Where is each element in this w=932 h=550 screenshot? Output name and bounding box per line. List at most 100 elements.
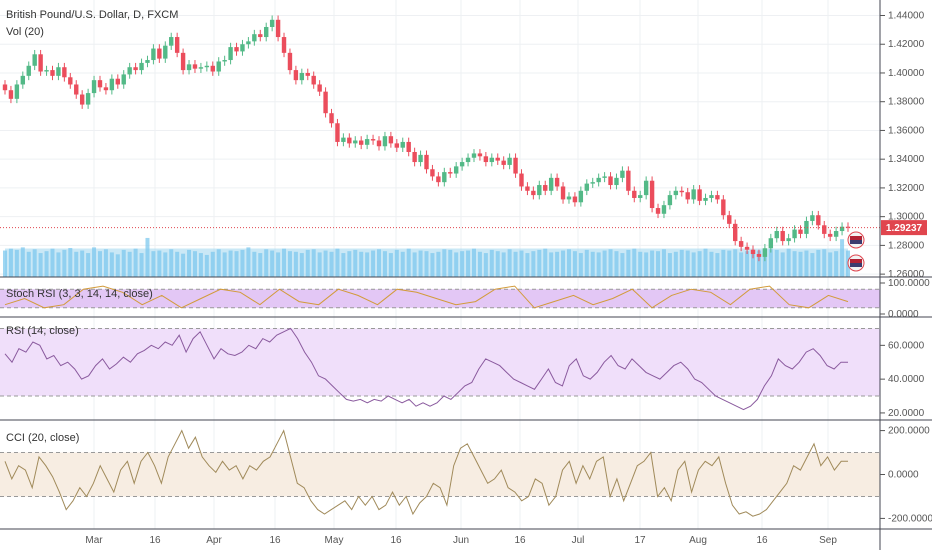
current-price-label: 1.29237 bbox=[886, 223, 923, 234]
candle-body bbox=[453, 166, 459, 174]
volume-bar bbox=[519, 250, 524, 277]
economic-event-flag-icon[interactable] bbox=[847, 254, 865, 272]
volume-bar bbox=[3, 250, 7, 277]
candle-body bbox=[543, 185, 548, 191]
volume-bar bbox=[632, 248, 637, 277]
volume-bar bbox=[804, 250, 809, 277]
candle-body bbox=[590, 182, 595, 184]
candle-body bbox=[163, 45, 168, 59]
candle-body bbox=[145, 60, 150, 63]
volume-bar bbox=[537, 249, 542, 277]
volume-bar bbox=[572, 251, 577, 277]
candle-body bbox=[353, 140, 358, 144]
rsi-pane bbox=[0, 327, 880, 411]
candle-body bbox=[8, 90, 14, 99]
candle-body bbox=[26, 65, 31, 76]
volume-bar bbox=[590, 251, 595, 277]
volume-bar bbox=[673, 251, 678, 277]
candle-body bbox=[234, 47, 239, 52]
volume-bar bbox=[768, 249, 773, 277]
volume-bar bbox=[656, 251, 661, 277]
volume-bar bbox=[703, 248, 708, 277]
volume-bar bbox=[74, 251, 79, 277]
volume-bar bbox=[792, 251, 797, 277]
candle-body bbox=[174, 37, 180, 53]
candle-body bbox=[507, 157, 512, 165]
volume-bar bbox=[394, 249, 399, 277]
volume-bar bbox=[365, 252, 370, 277]
candle-body bbox=[388, 136, 394, 144]
volume-bar bbox=[501, 252, 506, 277]
price-axis-label: 1.26000 bbox=[888, 269, 925, 280]
volume-bar bbox=[388, 253, 393, 277]
volume-bar bbox=[234, 251, 239, 277]
volume-bar bbox=[798, 251, 803, 277]
volume-bar bbox=[353, 249, 358, 277]
volume-bar bbox=[489, 249, 494, 277]
candle-body bbox=[44, 70, 49, 72]
volume-bar bbox=[151, 251, 156, 277]
candle-body bbox=[501, 160, 506, 165]
candle-body bbox=[329, 113, 334, 124]
volume-bar bbox=[276, 252, 281, 277]
volume-bar bbox=[299, 253, 304, 277]
volume-bar bbox=[109, 252, 114, 277]
candle-body bbox=[91, 80, 97, 94]
candle-body bbox=[269, 19, 275, 27]
candle-body bbox=[281, 37, 287, 53]
volume-bar bbox=[38, 253, 43, 277]
candle-body bbox=[97, 80, 103, 88]
volume-bar bbox=[495, 251, 500, 277]
price-axis-label: 1.40000 bbox=[888, 68, 925, 79]
candle-body bbox=[471, 153, 477, 158]
candle-body bbox=[531, 190, 536, 196]
volume-bar bbox=[513, 251, 518, 277]
candle-body bbox=[578, 190, 584, 203]
candle-body bbox=[424, 154, 429, 170]
candle-body bbox=[275, 19, 281, 38]
volume-bar bbox=[133, 248, 138, 277]
volume-bar bbox=[650, 250, 655, 277]
candle-body bbox=[62, 67, 67, 78]
candle-body bbox=[620, 170, 625, 178]
candle-body bbox=[792, 229, 797, 239]
candle-body bbox=[68, 77, 73, 85]
candle-body bbox=[697, 189, 702, 201]
candle-body bbox=[210, 65, 215, 72]
candle-body bbox=[115, 78, 120, 85]
candle-body bbox=[691, 189, 696, 200]
time-axis-label: May bbox=[325, 535, 344, 546]
volume-bar bbox=[561, 250, 566, 277]
volume-bar bbox=[264, 249, 269, 277]
candle-body bbox=[109, 78, 115, 91]
volume-bar bbox=[192, 251, 197, 277]
indicator-axis-label: 0.0000 bbox=[888, 309, 919, 320]
candle-body bbox=[293, 70, 299, 81]
candle-body bbox=[845, 226, 851, 228]
volume-bar bbox=[531, 251, 536, 277]
time-axis-label: 16 bbox=[514, 535, 526, 546]
candle-body bbox=[709, 195, 714, 198]
volume-bar bbox=[727, 250, 732, 277]
volume-bar bbox=[222, 252, 227, 277]
volume-bar bbox=[305, 249, 310, 277]
candle-body bbox=[240, 44, 245, 52]
volume-bar bbox=[347, 251, 352, 277]
candle-body bbox=[833, 231, 839, 237]
volume-bar bbox=[86, 253, 91, 277]
time-axis-label: 16 bbox=[390, 535, 402, 546]
volume-bar bbox=[566, 249, 571, 277]
economic-event-flag-icon[interactable] bbox=[847, 231, 865, 249]
candle-body bbox=[602, 176, 607, 178]
candle-body bbox=[643, 180, 649, 196]
chart-title: British Pound/U.S. Dollar, D, FXCM bbox=[6, 9, 178, 21]
volume-bar bbox=[667, 253, 672, 277]
candle-body bbox=[204, 65, 210, 68]
volume-bar bbox=[359, 251, 364, 277]
candle-body bbox=[756, 254, 762, 257]
volume-bar bbox=[584, 249, 589, 277]
candle-body bbox=[74, 84, 79, 95]
indicator-axis-label: 60.0000 bbox=[888, 340, 925, 351]
volume-bar bbox=[323, 250, 328, 277]
